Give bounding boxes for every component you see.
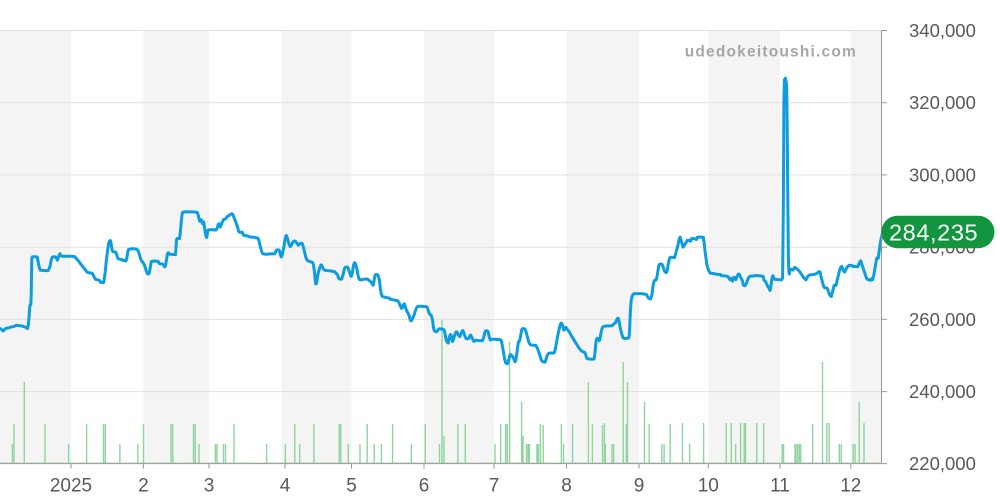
svg-text:300,000: 300,000 [909, 164, 976, 185]
svg-text:3: 3 [204, 476, 215, 497]
svg-text:11: 11 [770, 476, 790, 497]
svg-text:260,000: 260,000 [909, 309, 976, 330]
svg-text:320,000: 320,000 [909, 92, 976, 113]
svg-text:4: 4 [280, 476, 291, 497]
svg-text:284,235: 284,235 [889, 219, 978, 245]
svg-text:10: 10 [698, 476, 719, 497]
svg-text:220,000: 220,000 [909, 453, 976, 474]
svg-text:240,000: 240,000 [909, 381, 976, 402]
svg-text:340,000: 340,000 [909, 20, 976, 41]
svg-text:udedokeitoushi.com: udedokeitoushi.com [685, 44, 857, 61]
svg-text:9: 9 [634, 476, 645, 497]
svg-text:2025: 2025 [50, 476, 92, 497]
svg-text:5: 5 [346, 476, 357, 497]
svg-text:6: 6 [419, 476, 430, 497]
svg-text:12: 12 [840, 476, 861, 497]
svg-text:2: 2 [138, 476, 149, 497]
svg-text:7: 7 [489, 476, 500, 497]
svg-text:8: 8 [561, 476, 572, 497]
